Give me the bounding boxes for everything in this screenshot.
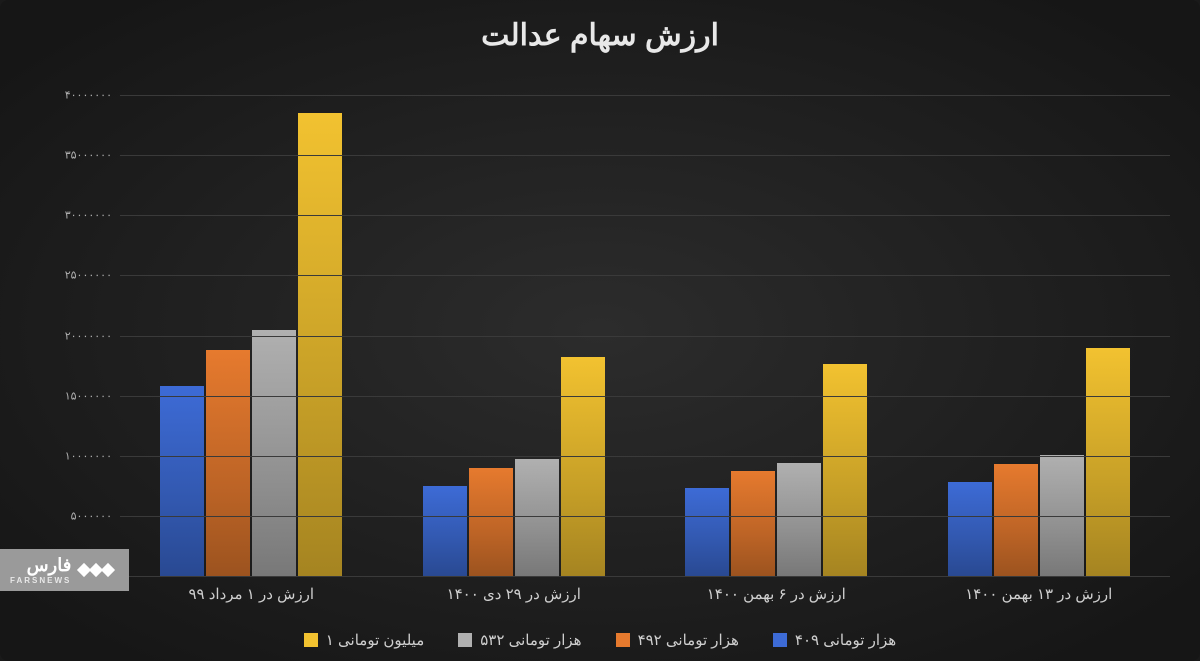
bar bbox=[685, 488, 729, 576]
chart-container: ارزش سهام عدالت ۰ ۵۰۰۰۰۰۰ ۱۰۰۰۰۰۰۰ ۱۵۰۰۰۰۰۰… bbox=[0, 0, 1200, 661]
legend-swatch bbox=[304, 633, 318, 647]
chart-title: ارزش سهام عدالت bbox=[0, 18, 1200, 53]
legend-swatch bbox=[773, 633, 787, 647]
legend-swatch bbox=[616, 633, 630, 647]
bar bbox=[423, 486, 467, 576]
y-tick-label: ۱۵۰۰۰۰۰۰ bbox=[62, 391, 112, 402]
y-tick-label: ۳۵۰۰۰۰۰۰ bbox=[62, 151, 112, 162]
watermark-text: فارس bbox=[27, 555, 72, 575]
bar bbox=[298, 113, 342, 576]
bar bbox=[160, 386, 204, 576]
grid-line: ۳۰۰۰۰۰۰۰ bbox=[120, 215, 1170, 216]
legend-label: ۱ میلیون تومانی bbox=[326, 631, 424, 649]
grid-line: ۲۰۰۰۰۰۰۰ bbox=[120, 336, 1170, 337]
bar bbox=[731, 471, 775, 576]
legend-item: ۴۹۲ هزار تومانی bbox=[616, 631, 739, 649]
grid-line: ۳۵۰۰۰۰۰۰ bbox=[120, 155, 1170, 156]
y-tick-label: ۴۰۰۰۰۰۰۰ bbox=[62, 91, 112, 102]
x-tick-label: ارزش در ۲۹ دی ۱۴۰۰ bbox=[383, 585, 646, 603]
watermark-icon bbox=[79, 565, 113, 575]
y-tick-label: ۵۰۰۰۰۰۰ bbox=[62, 511, 112, 522]
legend-swatch bbox=[458, 633, 472, 647]
bar bbox=[777, 463, 821, 576]
legend-label: ۴۹۲ هزار تومانی bbox=[638, 631, 739, 649]
x-tick-label: ارزش در ۶ بهمن ۱۴۰۰ bbox=[645, 585, 908, 603]
grid-line: ۱۰۰۰۰۰۰۰ bbox=[120, 456, 1170, 457]
bar bbox=[1086, 348, 1130, 576]
grid-line: ۵۰۰۰۰۰۰ bbox=[120, 516, 1170, 517]
x-tick-label: ارزش در ۱ مرداد ۹۹ bbox=[120, 585, 383, 603]
grid-line: ۰ bbox=[120, 576, 1170, 577]
bar bbox=[469, 468, 513, 576]
bar bbox=[561, 357, 605, 576]
bar bbox=[515, 459, 559, 576]
y-tick-label: ۲۵۰۰۰۰۰۰ bbox=[62, 271, 112, 282]
legend: ۴۰۹ هزار تومانی ۴۹۲ هزار تومانی ۵۳۲ هزار ت… bbox=[0, 631, 1200, 649]
bar bbox=[948, 482, 992, 576]
x-axis-labels: ارزش در ۱ مرداد ۹۹ارزش در ۲۹ دی ۱۴۰۰ارزش… bbox=[120, 585, 1170, 603]
legend-label: ۵۳۲ هزار تومانی bbox=[480, 631, 581, 649]
grid-line: ۲۵۰۰۰۰۰۰ bbox=[120, 275, 1170, 276]
x-tick-label: ارزش در ۱۳ بهمن ۱۴۰۰ bbox=[908, 585, 1171, 603]
legend-item: ۱ میلیون تومانی bbox=[304, 631, 424, 649]
grid-line: ۱۵۰۰۰۰۰۰ bbox=[120, 396, 1170, 397]
legend-label: ۴۰۹ هزار تومانی bbox=[795, 631, 896, 649]
bar bbox=[206, 350, 250, 576]
plot-area: ۰ ۵۰۰۰۰۰۰ ۱۰۰۰۰۰۰۰ ۱۵۰۰۰۰۰۰ ۲۰۰۰۰۰۰۰ ۲۵۰۰۰۰۰۰… bbox=[60, 95, 1170, 576]
y-tick-label: ۳۰۰۰۰۰۰۰ bbox=[62, 211, 112, 222]
bar bbox=[994, 464, 1038, 576]
y-tick-label: ۲۰۰۰۰۰۰۰ bbox=[62, 331, 112, 342]
legend-item: ۴۰۹ هزار تومانی bbox=[773, 631, 896, 649]
legend-item: ۵۳۲ هزار تومانی bbox=[458, 631, 581, 649]
watermark: فارس FARSNEWS bbox=[0, 549, 129, 591]
y-tick-label: ۱۰۰۰۰۰۰۰ bbox=[62, 451, 112, 462]
watermark-sub: FARSNEWS bbox=[10, 576, 71, 585]
grid-line: ۴۰۰۰۰۰۰۰ bbox=[120, 95, 1170, 96]
bar bbox=[252, 330, 296, 577]
